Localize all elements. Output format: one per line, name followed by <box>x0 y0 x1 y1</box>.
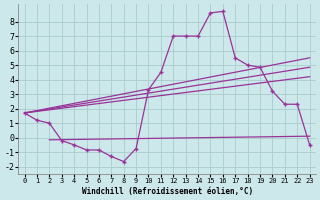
X-axis label: Windchill (Refroidissement éolien,°C): Windchill (Refroidissement éolien,°C) <box>82 187 253 196</box>
